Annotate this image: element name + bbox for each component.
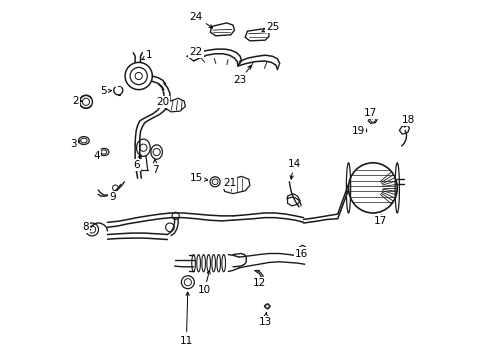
Text: 10: 10 [197,270,210,296]
Text: 5: 5 [101,86,111,96]
Text: 21: 21 [223,178,236,188]
Text: 14: 14 [287,159,300,179]
Text: 3: 3 [70,139,80,149]
Text: 1: 1 [142,50,152,60]
Text: 19: 19 [351,126,365,135]
Text: 2: 2 [73,96,82,106]
Text: 22: 22 [189,46,203,57]
Text: 18: 18 [401,115,414,127]
Text: 25: 25 [262,22,279,32]
Circle shape [135,72,142,80]
Text: 13: 13 [258,312,271,327]
Text: 9: 9 [109,191,116,202]
Text: 17: 17 [373,216,386,226]
Text: 16: 16 [295,248,308,258]
Text: 17: 17 [364,108,377,119]
Text: 24: 24 [189,12,212,28]
Text: 23: 23 [233,66,251,85]
Text: 20: 20 [156,97,169,107]
Text: 12: 12 [252,278,265,288]
Text: 7: 7 [152,159,159,175]
Text: 11: 11 [180,292,193,346]
Text: 4: 4 [93,150,102,161]
Text: 6: 6 [133,155,141,170]
Text: 15: 15 [189,173,207,183]
Text: 8: 8 [82,222,90,232]
